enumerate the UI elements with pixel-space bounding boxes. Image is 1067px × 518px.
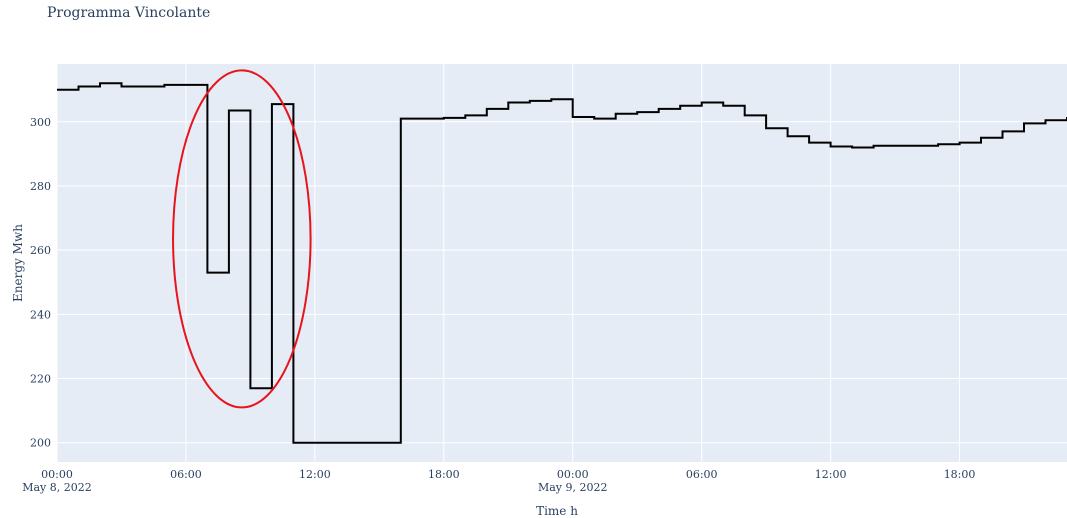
chart-title: Programma Vincolante xyxy=(47,5,211,21)
annotation-ellipse xyxy=(172,69,312,409)
x-tick-label: 18:00 xyxy=(944,468,976,481)
x-tick-date-label: May 9, 2022 xyxy=(538,481,608,494)
series-line xyxy=(57,82,1067,444)
x-axis-label: Time h xyxy=(536,504,578,518)
x-tick-date-label: May 8, 2022 xyxy=(22,481,92,494)
y-tick-label: 300 xyxy=(30,116,51,129)
y-tick-label: 260 xyxy=(30,244,51,257)
x-tick-label: 18:00 xyxy=(428,468,460,481)
y-tick-label: 280 xyxy=(30,180,51,193)
y-tick-labels: 200 220 240 260 280 300 xyxy=(30,116,51,450)
y-tick-label: 200 xyxy=(30,437,51,450)
x-tick-label: 12:00 xyxy=(815,468,847,481)
x-tick-label: 12:00 xyxy=(299,468,331,481)
plot-area xyxy=(57,64,1067,462)
grid-lines xyxy=(56,64,1067,462)
x-tick-label: 00:00 xyxy=(41,468,73,481)
y-tick-label: 220 xyxy=(30,373,51,386)
x-tick-label: 06:00 xyxy=(686,468,718,481)
x-tick-label: 06:00 xyxy=(170,468,202,481)
x-tick-label: 00:00 xyxy=(557,468,589,481)
y-axis-label: Energy Mwh xyxy=(11,224,25,302)
y-tick-label: 240 xyxy=(30,308,51,321)
